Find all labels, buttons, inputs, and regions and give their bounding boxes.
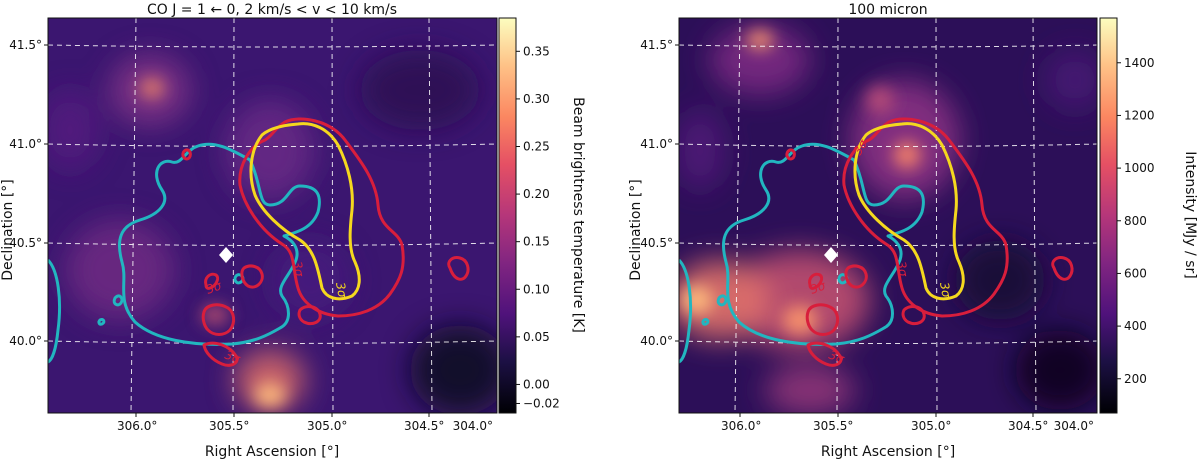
co-grid — [48, 18, 497, 413]
co-ytick-40: 40.0° — [9, 334, 42, 348]
co-x-axis-label: Right Ascension [°] — [205, 444, 339, 460]
ir-map-image — [679, 18, 1097, 413]
ir-xtick-305: 305.0° — [911, 419, 951, 433]
co-colorbar — [498, 17, 517, 414]
colorbar-tick-label: 0.05 — [523, 330, 550, 344]
ir-axes-frame — [678, 17, 1098, 414]
ir-colorbar-ticks: 1400 1200 1000 800 600 400 200 — [1117, 56, 1155, 386]
red-blob-2 — [808, 272, 824, 290]
ir-x-ticks — [675, 44, 1034, 417]
cyan-contour — [721, 142, 925, 346]
ir-ytick-41: 41.0° — [640, 137, 673, 151]
colorbar-tick-label: 200 — [1124, 372, 1147, 386]
ir-contour-label-5: 3σ — [850, 137, 870, 158]
co-x-ticks — [44, 44, 430, 417]
cyan-blob-2 — [701, 318, 710, 326]
ir-x-axis-label: Right Ascension [°] — [821, 444, 955, 460]
yellow-contour — [853, 122, 965, 301]
co-panel: 3σ 3σ 3σ 3σ 306.0° 305.5° 305.0° 304.5° … — [0, 2, 586, 460]
ir-ytick-405: 40.5° — [640, 236, 673, 250]
red-blob-4 — [805, 303, 840, 336]
colorbar-tick-label: −0.02 — [523, 396, 560, 410]
ir-contour-label-4: 3σ — [827, 348, 846, 367]
red-blob-3 — [240, 264, 264, 289]
ir-xtick-3055: 305.5° — [813, 419, 853, 433]
ir-ytick-40: 40.0° — [640, 334, 673, 348]
ir-xtick-3045: 304.5° — [1008, 419, 1048, 433]
colorbar-tick-label: 1400 — [1124, 56, 1155, 70]
colorbar-tick-label: 1000 — [1124, 161, 1155, 175]
red-blob-7 — [447, 256, 470, 281]
co-colorbar-label: Beam brightness temperature [K] — [570, 97, 586, 333]
yellow-contour — [249, 122, 361, 301]
co-y-axis-label: Declination [°] — [0, 179, 16, 281]
red-blob-5 — [806, 341, 843, 367]
ir-contours — [679, 117, 1074, 367]
ir-panel: 3σ 3σ 3σ 3σ 3σ 306.0° 305.5° 305.0° 304.… — [628, 2, 1198, 460]
ir-xtick-304: 304.0° — [1054, 419, 1094, 433]
colorbar-tick-label: 800 — [1124, 214, 1147, 228]
co-panel-title: CO J = 1 ← 0, 2 km/s < v < 10 km/s — [147, 2, 397, 18]
cyan-blob-1 — [112, 294, 124, 307]
co-contour-label-3: 3σ — [204, 278, 223, 297]
co-contour-label-2: 3σ — [290, 260, 307, 278]
co-colorbar-ticks: 0.35 0.30 0.25 0.20 0.15 0.10 0.05 0.00 −0.02 — [516, 44, 560, 410]
co-xtick-305: 305.0° — [307, 419, 347, 433]
colorbar-tick-label: 0.25 — [523, 139, 550, 153]
ir-ytick-415: 41.5° — [640, 38, 673, 52]
cyan-contour-edge — [679, 258, 693, 364]
co-ytick-415: 41.5° — [9, 38, 42, 52]
red-blob-6 — [901, 305, 926, 326]
ir-colorbar-label: Intensity [MJy / sr] — [1182, 151, 1198, 278]
cyan-blob-1 — [716, 294, 728, 307]
red-blob-4 — [201, 303, 236, 336]
colorbar-tick-label: 0.30 — [523, 92, 550, 106]
co-contours — [48, 117, 470, 367]
colorbar-tick-label: 0.15 — [523, 235, 550, 249]
colorbar-tick-label: 0.20 — [523, 187, 550, 201]
co-xtick-3045: 304.5° — [404, 419, 444, 433]
co-map-image — [48, 18, 497, 413]
ir-contour-label-1: 3σ — [937, 281, 954, 299]
ir-y-axis-label: Declination [°] — [628, 179, 644, 281]
red-blob-6 — [297, 305, 322, 326]
co-ytick-41: 41.0° — [9, 137, 42, 151]
colorbar-tick-label: 0.00 — [523, 377, 550, 391]
co-xtick-304: 304.0° — [453, 419, 493, 433]
red-contour — [238, 117, 405, 318]
red-blob-5 — [202, 341, 239, 367]
cyan-blob-2 — [97, 318, 106, 326]
ir-colorbar — [1099, 17, 1118, 414]
colorbar-tick-label: 1200 — [1124, 108, 1155, 122]
red-blob-3 — [844, 264, 868, 289]
ir-panel-title: 100 micron — [848, 2, 927, 18]
red-blob-1 — [785, 148, 796, 161]
red-contour — [842, 117, 1009, 318]
colorbar-tick-label: 0.10 — [523, 282, 550, 296]
co-contour-label-4: 3σ — [223, 348, 242, 367]
cyan-contour — [117, 142, 321, 346]
co-contour-label-1: 3σ — [333, 281, 350, 299]
co-ytick-405: 40.5° — [9, 236, 42, 250]
source-marker — [824, 247, 838, 263]
red-blob-2 — [204, 272, 220, 290]
ir-xtick-306: 306.0° — [721, 419, 761, 433]
co-xtick-306: 306.0° — [117, 419, 157, 433]
cyan-blob-3 — [233, 273, 245, 285]
red-blob-7 — [1051, 256, 1074, 281]
red-blob-1 — [181, 148, 192, 161]
colorbar-tick-label: 600 — [1124, 266, 1147, 280]
colorbar-tick-label: 0.35 — [523, 44, 550, 58]
ir-contour-label-2: 3σ — [894, 260, 911, 278]
ir-contour-label-3: 3σ — [808, 278, 827, 297]
co-xtick-3055: 305.5° — [209, 419, 249, 433]
source-marker — [219, 247, 233, 263]
cyan-contour-edge — [48, 258, 62, 364]
colorbar-tick-label: 400 — [1124, 319, 1147, 333]
co-axes-frame — [47, 17, 498, 414]
cyan-blob-3 — [837, 273, 849, 285]
